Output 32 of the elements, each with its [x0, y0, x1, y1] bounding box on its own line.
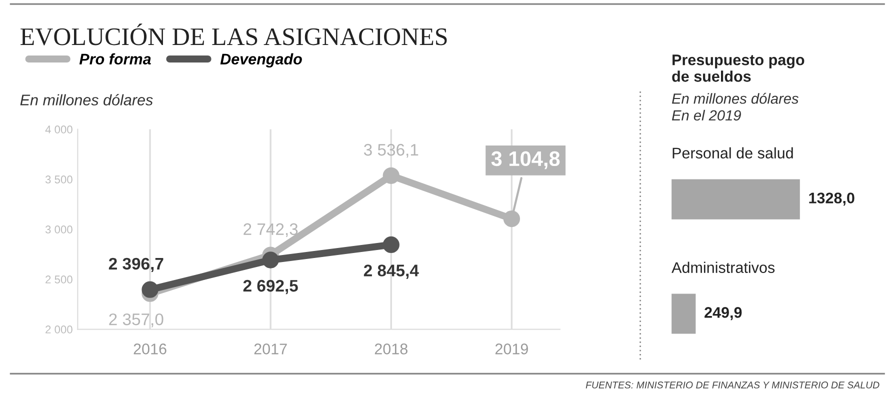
y-tick-label: 2 000 — [46, 326, 72, 334]
y-axis-title: En millones dólares — [20, 94, 153, 106]
data-label: 3 536,1 — [364, 144, 418, 158]
legend-label: Pro forma — [79, 53, 151, 65]
chart-title: EVOLUCIÓN DE LAS ASIGNACIONES — [20, 24, 447, 46]
y-tick-label: Personal de salud — [672, 147, 793, 159]
chart-subtitle: En millones dólares En el 2019 — [672, 92, 798, 121]
data-label: 2 845,4 — [364, 264, 419, 279]
data-label: 2 742,3 — [244, 223, 298, 238]
data-label: 2 357,0 — [109, 313, 164, 328]
data-label: 1328,0 — [809, 192, 854, 206]
point — [382, 236, 400, 254]
point — [262, 252, 279, 268]
point — [503, 210, 520, 228]
data-label: 3 104,8 — [491, 151, 560, 170]
point — [142, 281, 158, 298]
y-tick-label: 4 000 — [45, 126, 72, 134]
chart-title: Presupuesto pago de sueldos — [672, 54, 804, 82]
x-tick-label: 2018 — [374, 344, 408, 354]
y-tick-label: 2 500 — [46, 276, 72, 284]
source-note: FUENTES: MINISTERIO DE FINANZAS Y MINISTERIO DE SALUD — [586, 382, 880, 388]
x-tick-label: 2019 — [495, 344, 528, 354]
x-tick-label: 2017 — [254, 344, 287, 354]
y-tick-label: Administrativos — [672, 262, 775, 273]
data-label: 2 396,7 — [108, 258, 164, 272]
point — [382, 167, 400, 184]
x-tick-label: 2016 — [134, 344, 166, 354]
data-label: 249,9 — [704, 307, 742, 320]
legend-label: Devengado — [220, 53, 302, 68]
y-tick-label: 3 500 — [45, 176, 72, 184]
data-label: 2 692,5 — [243, 280, 298, 294]
y-tick-label: 3 000 — [45, 226, 72, 234]
